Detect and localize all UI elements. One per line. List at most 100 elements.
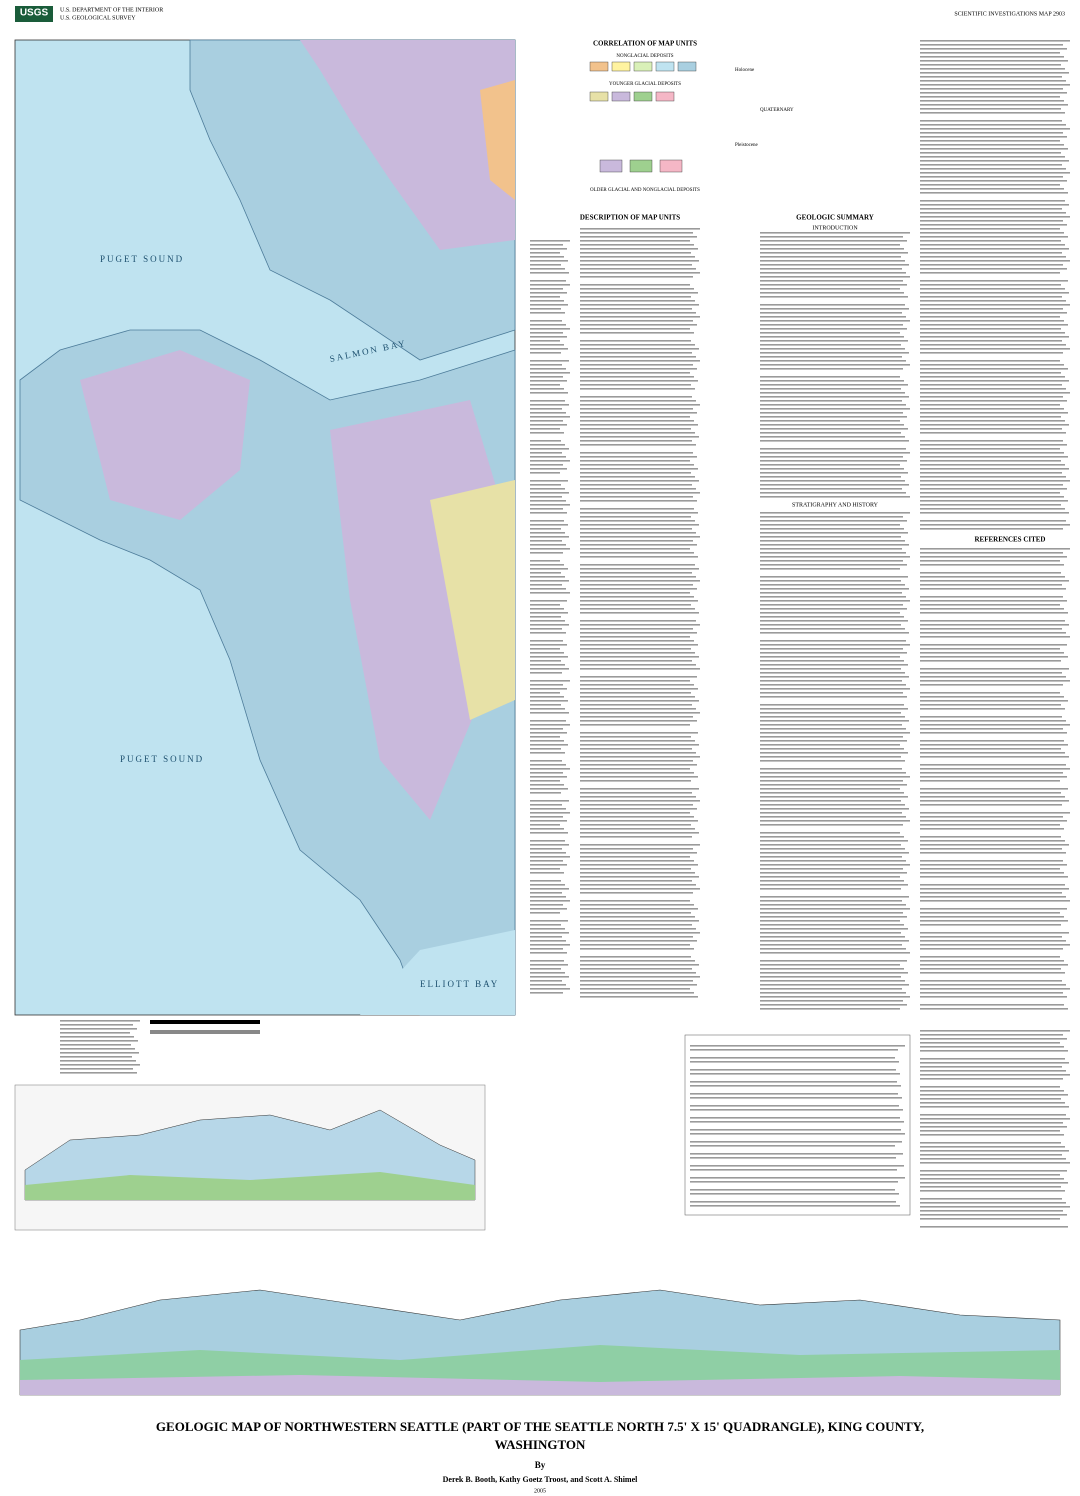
text-line (920, 668, 1069, 670)
text-line (760, 784, 907, 786)
text-line (920, 1206, 1070, 1208)
text-line (920, 288, 1065, 290)
section-units (25, 1172, 475, 1200)
text-line (580, 640, 694, 642)
text-line (580, 864, 698, 866)
text-line (530, 592, 570, 594)
text-line (920, 1050, 1068, 1052)
text-line (920, 1062, 1069, 1064)
text-line (760, 924, 904, 926)
text-line (580, 428, 691, 430)
text-line (530, 484, 561, 486)
text-line (920, 240, 1061, 242)
text-line (920, 76, 1062, 78)
text-line (760, 428, 908, 430)
text-line (920, 772, 1063, 774)
text-line (920, 360, 1060, 362)
text-line (920, 480, 1070, 482)
text-line (920, 1158, 1066, 1160)
text-line (920, 1142, 1061, 1144)
text-line (530, 548, 570, 550)
text-line (920, 1098, 1061, 1100)
text-line (530, 408, 562, 410)
text-line (920, 576, 1065, 578)
text-line (530, 944, 570, 946)
text-line (760, 292, 904, 294)
text-line (920, 1090, 1064, 1092)
text-line (580, 980, 693, 982)
text-line (530, 444, 565, 446)
text-line (530, 976, 569, 978)
text-line (760, 280, 903, 282)
text-line (920, 732, 1067, 734)
text-line (920, 644, 1067, 646)
text-line (690, 1121, 904, 1123)
text-line (530, 492, 569, 494)
text-line (580, 540, 693, 542)
text-line (760, 560, 903, 562)
text-line (920, 364, 1064, 366)
text-line (920, 88, 1063, 90)
text-line (760, 980, 905, 982)
text-line (530, 828, 564, 830)
text-line (580, 444, 696, 446)
text-line (580, 716, 693, 718)
text-line (760, 900, 902, 902)
text-line (920, 608, 1064, 610)
text-line (530, 368, 566, 370)
text-line (580, 528, 692, 530)
text-line (530, 504, 570, 506)
text-line (580, 244, 694, 246)
text-line (580, 348, 699, 350)
text-line (530, 900, 570, 902)
text-line (580, 776, 698, 778)
text-line (580, 296, 691, 298)
text-line (760, 632, 909, 634)
text-line (530, 708, 565, 710)
text-line (530, 456, 566, 458)
text-line (580, 488, 696, 490)
text-line (580, 700, 699, 702)
text-line (530, 352, 561, 354)
text-line (760, 548, 902, 550)
text-line (580, 760, 693, 762)
text-line (760, 472, 908, 474)
text-line (760, 492, 906, 494)
text-line (920, 452, 1064, 454)
text-line (580, 408, 693, 410)
text-line (920, 472, 1062, 474)
text-line (580, 368, 697, 370)
text-line (920, 220, 1063, 222)
text-line (920, 672, 1062, 674)
text-line (580, 604, 691, 606)
text-line (760, 480, 905, 482)
text-line (580, 248, 698, 250)
text-line (530, 792, 561, 794)
text-line (690, 1093, 898, 1095)
text-line (60, 1072, 137, 1074)
text-line (760, 356, 902, 358)
text-line (920, 100, 1064, 102)
text-line (580, 612, 699, 614)
text-line (580, 316, 700, 318)
text-line (920, 1178, 1064, 1180)
text-line (760, 488, 902, 490)
text-line (920, 980, 1062, 982)
text-line (530, 696, 564, 698)
text-line (760, 324, 903, 326)
text-line (920, 1122, 1063, 1124)
text-line (920, 704, 1061, 706)
text-line (530, 580, 569, 582)
text-line (920, 1154, 1062, 1156)
text-line (530, 624, 569, 626)
text-line (530, 936, 562, 938)
text-line (920, 512, 1069, 514)
text-line (580, 388, 695, 390)
text-line (530, 620, 565, 622)
text-line (920, 988, 1070, 990)
text-line (530, 940, 566, 942)
text-line (760, 628, 905, 630)
text-line (920, 744, 1068, 746)
text-line (920, 368, 1068, 370)
text-line (530, 860, 563, 862)
